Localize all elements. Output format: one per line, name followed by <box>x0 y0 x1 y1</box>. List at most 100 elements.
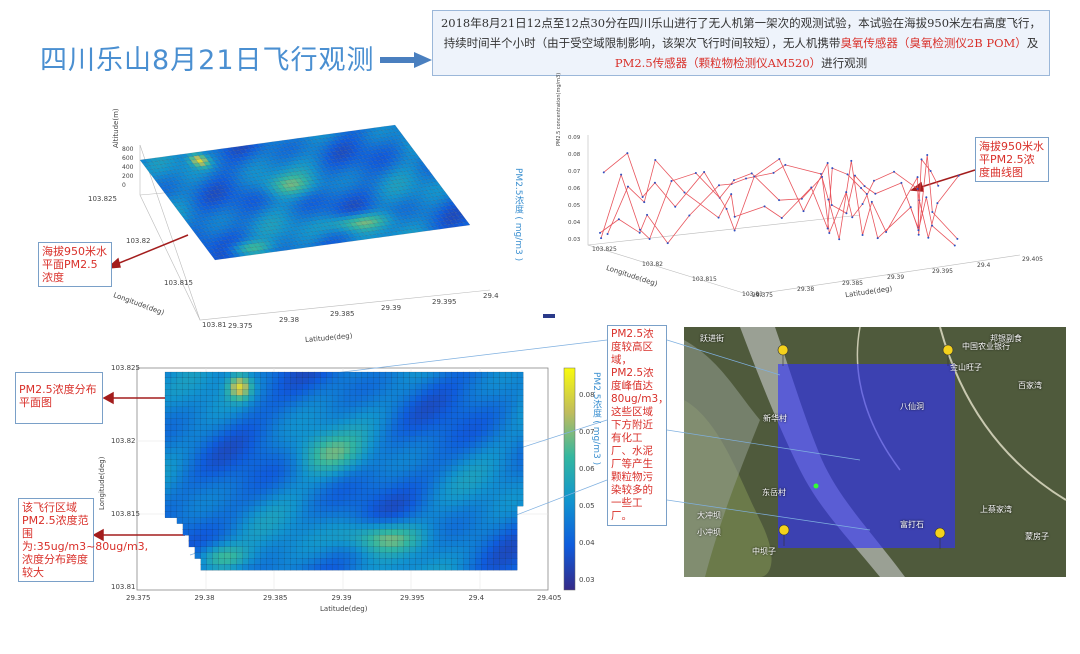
heatmap-cell <box>284 511 291 518</box>
heatmap-cell <box>248 494 255 501</box>
heatmap-cell <box>284 470 291 478</box>
heatmap-cell <box>397 482 405 489</box>
heatmap-cell <box>260 546 267 553</box>
heatmap-cell <box>314 482 321 489</box>
heatmap-cell <box>355 523 363 530</box>
heatmap-cell <box>182 453 190 460</box>
heatmap-cell <box>314 505 321 513</box>
heatmap-cell <box>469 465 476 472</box>
heatmap-cell <box>224 430 232 437</box>
heatmap-cell <box>331 529 339 536</box>
heatmap-cell <box>194 546 202 553</box>
heatmap-cell <box>349 517 357 524</box>
heatmap-cell <box>302 371 309 379</box>
heatmap-cell <box>505 546 512 553</box>
heatmap-cell <box>326 383 333 390</box>
heatmap-cell <box>242 389 249 396</box>
heatmap-cell <box>260 389 267 396</box>
heatmap-cell <box>475 564 482 571</box>
heatmap-cell <box>385 465 393 472</box>
heatmap-cell <box>278 558 285 565</box>
curve-point <box>885 230 888 233</box>
heatmap-cell <box>218 395 226 402</box>
curve-point <box>925 196 928 199</box>
heatmap-cell <box>284 459 291 466</box>
heatmap-cell <box>445 406 452 414</box>
heatmap-cell <box>314 534 321 542</box>
heatmap-cell <box>236 459 243 466</box>
heatmap-cell <box>421 488 428 495</box>
heatmap-cell <box>260 371 267 379</box>
heatmap-cell <box>427 395 434 402</box>
heatmap-cell <box>403 383 411 390</box>
heatmap-cell <box>212 389 220 396</box>
heatmap-cell <box>451 505 458 513</box>
heatmap-cell <box>379 435 387 443</box>
heatmap-cell <box>284 435 291 443</box>
heatmap-cell <box>433 488 440 495</box>
heatmap-cell <box>200 447 208 454</box>
heatmap-cell <box>248 476 255 484</box>
heatmap-cell <box>379 558 387 565</box>
heatmap-cell <box>326 534 333 542</box>
heatmap-cell <box>248 401 255 408</box>
heatmap-cell <box>326 371 333 379</box>
heatmap-cell <box>451 389 458 396</box>
heatmap-cell <box>415 552 422 559</box>
heatmap-cell <box>230 488 237 495</box>
heatmap-cell <box>379 418 387 425</box>
heatmap-cell <box>385 459 393 466</box>
heatmap-cell <box>188 529 196 536</box>
heatmap-cell <box>212 552 220 559</box>
heatmap-cell <box>290 558 297 565</box>
heatmap-cell <box>302 505 309 513</box>
heatmap-cell <box>302 435 309 443</box>
heatmap-cell <box>439 494 446 501</box>
heatmap-cell <box>451 558 458 565</box>
heatmap-cell <box>349 476 357 484</box>
heatmap-cell <box>248 517 255 524</box>
heatmap-cell <box>314 430 321 437</box>
heatmap-cell <box>415 505 422 513</box>
heatmap-cell <box>188 500 196 507</box>
heatmap-cell <box>499 412 506 419</box>
heatmap-cell <box>331 447 339 454</box>
heatmap-cell <box>290 389 297 396</box>
heatmap-cell <box>427 534 434 542</box>
heatmap-cell <box>224 470 232 478</box>
heatmap-cell <box>326 546 333 553</box>
curve-point <box>606 233 609 236</box>
curve-point <box>717 216 720 219</box>
heatmap-cell <box>248 418 255 425</box>
heatmap-cell <box>445 534 452 542</box>
heatmap-cell <box>164 371 172 379</box>
heatmap-cell <box>314 453 321 460</box>
curve-point <box>703 170 706 173</box>
heatmap-cell <box>421 523 428 530</box>
heatmap-cell <box>176 377 184 385</box>
heatmap-cell <box>290 511 297 518</box>
heatmap-cell <box>248 529 255 536</box>
heatmap-cell <box>331 459 339 466</box>
heatmap-cell <box>385 401 393 408</box>
heatmap-cell <box>421 412 428 419</box>
heatmap-cell <box>326 494 333 501</box>
heatmap-cell <box>499 564 506 571</box>
heatmap-cell <box>284 488 291 495</box>
heatmap-cell <box>206 529 214 536</box>
heatmap-cell <box>320 488 327 495</box>
heatmap-cell <box>164 494 172 501</box>
heatmap-cell <box>212 412 220 419</box>
heatmap-cell <box>182 412 190 419</box>
tick-label: 0.04 <box>579 539 595 547</box>
heatmap-cell <box>176 465 184 472</box>
heatmap-cell <box>493 500 500 507</box>
heatmap-cell <box>361 534 369 542</box>
heatmap-cell <box>421 505 428 513</box>
heatmap-cell <box>493 401 500 408</box>
heatmap-cell <box>510 482 518 489</box>
heatmap-cell <box>266 383 273 390</box>
heatmap-cell <box>445 447 452 454</box>
tick-label: 200 <box>122 173 134 180</box>
heatmap-cell <box>331 552 339 559</box>
